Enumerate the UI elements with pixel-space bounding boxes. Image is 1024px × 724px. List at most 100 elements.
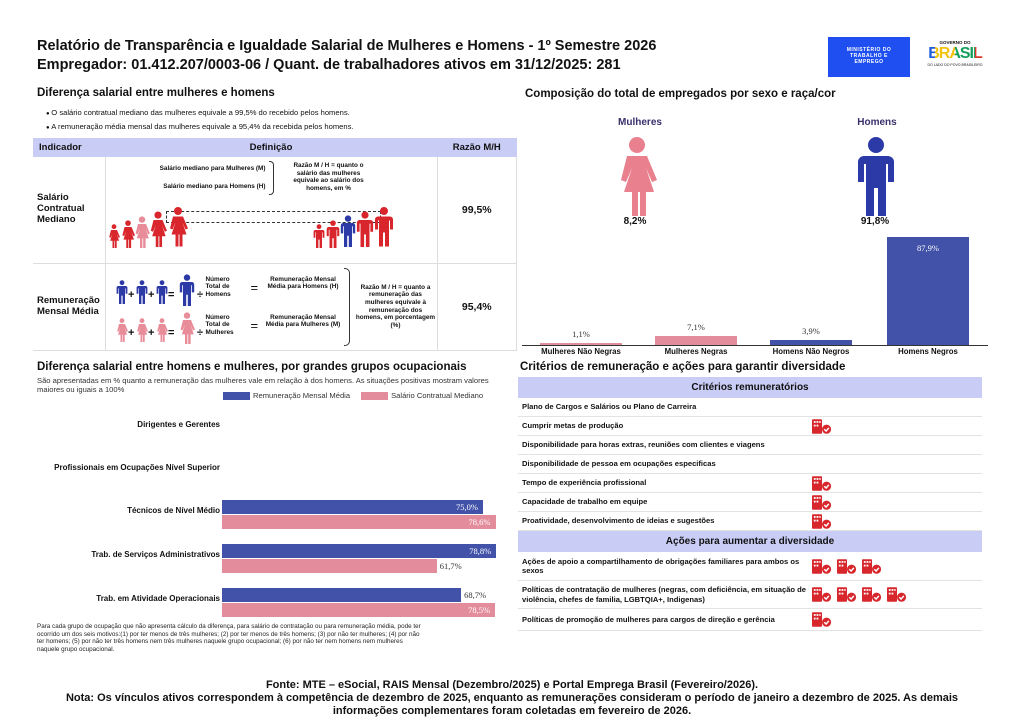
diversity-section-header: Ações para aumentar a diversidade — [518, 531, 982, 552]
bar-remuneracao-media — [222, 500, 483, 514]
svg-text:+: + — [148, 327, 154, 339]
ratio-median: 99,5% — [437, 157, 517, 264]
category-label: Homens Negros — [898, 347, 958, 356]
legend-label: Salário Contratual Mediano — [391, 391, 484, 400]
col-razao: Razão M/H — [437, 138, 517, 157]
criteria-row: Plano de Cargos e Salários ou Plano de C… — [518, 398, 982, 417]
criteria-label: Políticas de promoção de mulheres para c… — [522, 614, 775, 624]
criteria-heading: Critérios de remuneração e ações para ga… — [520, 361, 846, 373]
gov-logo-top: GOVERNO DO — [939, 40, 971, 45]
num-women: Número Total de Mulheres — [205, 313, 234, 336]
criteria-icons — [810, 419, 982, 434]
man-icon — [858, 137, 894, 216]
criteria-label: Disponibilidade de pessoa em ocupações e… — [522, 459, 716, 469]
occupational-subtitle: São apresentadas em % quanto a remuneraç… — [37, 376, 489, 394]
median-people-illustration — [108, 207, 393, 248]
company-check-icon — [812, 495, 832, 510]
def-women: Salário mediano para Mulheres (M) — [159, 165, 266, 172]
bar-salario-mediano — [222, 603, 496, 617]
def-men: Salário mediano para Homens (H) — [163, 183, 266, 190]
svg-text:+: + — [128, 327, 134, 339]
criteria-icons — [810, 495, 982, 510]
legend-label: Remuneração Mensal Média — [253, 391, 351, 400]
def-ratio: Razão M / H = quanto o salário das mulhe… — [293, 162, 364, 193]
criteria-row: Capacidade de trabalho em equipe — [518, 493, 982, 512]
women-label: Mulheres — [618, 117, 662, 128]
svg-text:=: = — [168, 289, 174, 301]
table-row: Remuneração Mensal Média + + = + + = ÷ ÷ Número… — [33, 263, 517, 351]
criteria-label: Ações de apoio a compartilhamento de obr… — [522, 556, 800, 575]
criteria-label: Capacidade de trabalho em equipe — [522, 497, 648, 507]
company-check-icon — [812, 476, 832, 491]
equals-sign: = — [250, 317, 259, 333]
indicator-label: Remuneração Mensal Média — [33, 263, 106, 351]
occupational-footnote: Para cada grupo de ocupação que não apre… — [37, 623, 421, 653]
composition-bar — [540, 343, 622, 345]
criteria-row: Cumprir metas de produção — [518, 417, 982, 436]
col-indicador: Indicador — [33, 138, 105, 157]
bullet-average: A remuneração média mensal das mulheres … — [46, 122, 353, 131]
composition-axis — [522, 345, 988, 346]
definition-cell: + + = + + = ÷ ÷ Número Total de Homens = Remune… — [105, 263, 438, 351]
composition-bar — [887, 236, 969, 345]
occupational-heading: Diferença salarial entre homens e mulher… — [37, 361, 467, 373]
legend-swatch-pink — [361, 391, 389, 400]
bar-salario-mediano — [222, 559, 437, 573]
company-check-icon — [812, 419, 832, 434]
legend-swatch-blue — [223, 391, 250, 400]
bar-value-label: 68,7% — [464, 590, 487, 600]
company-check-icon — [862, 559, 882, 574]
woman-icon — [621, 137, 657, 216]
bar-remuneracao-media — [222, 588, 462, 602]
category-label: Dirigentes e Gerentes — [137, 420, 220, 429]
criteria-label: Disponibilidade para horas extras, reuni… — [522, 440, 765, 450]
brace — [343, 267, 350, 346]
company-check-icon — [887, 587, 907, 602]
criteria-icons — [810, 612, 982, 627]
company-check-icon — [812, 612, 832, 627]
criteria-icons — [810, 476, 982, 491]
category-label: Trab. em Atividade Operacionais — [96, 594, 220, 603]
svg-text:+: + — [148, 289, 154, 301]
svg-text:=: = — [168, 327, 174, 339]
col-definicao: Definição — [105, 138, 437, 157]
men-pct: 91,8% — [860, 216, 890, 227]
criteria-label: Tempo de experiência profissional — [522, 478, 647, 488]
company-check-icon — [862, 587, 882, 602]
criteria-row: Políticas de promoção de mulheres para c… — [518, 609, 982, 631]
bar-value-label: 1,1% — [572, 329, 590, 339]
bar-value-label: 3,9% — [802, 326, 820, 337]
table-row: Salário Contratual Mediano Salário media… — [33, 157, 517, 264]
ratio-average: 95,4% — [437, 263, 517, 351]
criteria-icons — [810, 559, 982, 574]
men-label: Homens — [857, 117, 897, 128]
definition-cell: Salário mediano para Mulheres (M) Salári… — [105, 157, 438, 264]
bar-salario-mediano — [222, 515, 496, 529]
criteria-section-header: Critérios remuneratórios — [518, 377, 982, 398]
criteria-icons — [810, 587, 982, 602]
bar-value-label: 7,1% — [687, 322, 705, 333]
svg-text:÷: ÷ — [197, 327, 203, 339]
company-check-icon — [812, 559, 832, 574]
criteria-icons — [810, 514, 982, 529]
company-check-icon — [812, 514, 832, 529]
criteria-table: Critérios remuneratórios Plano de Cargos… — [518, 377, 982, 631]
res-men: Remuneração Mensal Média para Homens (H) — [267, 275, 339, 291]
bar-remuneracao-media — [222, 544, 497, 558]
num-men: Número Total de Homens — [205, 275, 231, 298]
report-title: Relatório de Transparência e Igualdade S… — [37, 38, 657, 54]
bar-value-label: 87,9% — [917, 242, 939, 253]
women-pct: 8,2% — [623, 216, 647, 227]
gov-logo-bottom: DO LADO DO POVO BRASILEIRO — [927, 63, 983, 67]
employer-subtitle: Empregador: 01.412.207/0003-06 / Quant. … — [37, 57, 621, 73]
criteria-row: Disponibilidade para horas extras, reuni… — [518, 436, 982, 455]
bar-value-label: 61,7% — [439, 561, 462, 571]
ministry-logo: MINISTÉRIO DO TRABALHO E EMPREGO — [828, 37, 910, 77]
criteria-row: Ações de apoio a compartilhamento de obr… — [518, 552, 982, 581]
category-label: Profissionais em Ocupações Nível Superio… — [54, 463, 220, 472]
bar-value-label: 78,6% — [468, 517, 491, 527]
category-label: Mulheres Negras — [664, 347, 728, 356]
gov-brasil-logo: GOVERNO DO BRASIL DO LADO DO POVO BRASIL… — [915, 37, 995, 77]
company-check-icon — [837, 587, 857, 602]
average-people-illustration: + + = + + = ÷ ÷ — [116, 273, 203, 344]
